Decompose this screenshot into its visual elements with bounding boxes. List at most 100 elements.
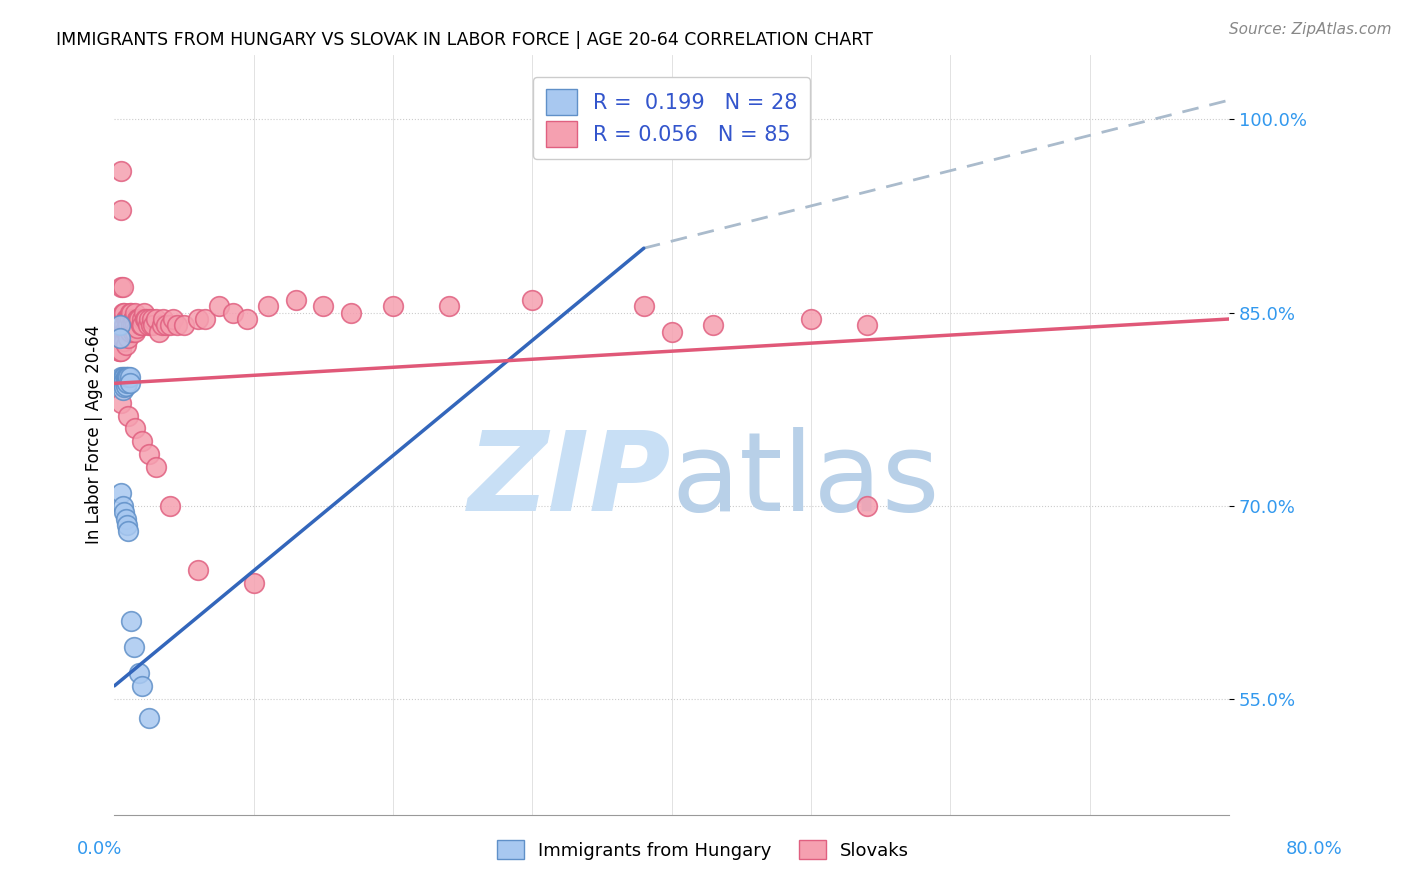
Point bbox=[110, 164, 132, 178]
Point bbox=[135, 312, 157, 326]
Point bbox=[111, 370, 134, 384]
Point bbox=[107, 344, 129, 359]
Point bbox=[115, 518, 138, 533]
Point bbox=[115, 376, 138, 391]
Point bbox=[114, 337, 136, 351]
Point bbox=[110, 280, 132, 294]
Point bbox=[115, 370, 138, 384]
Point bbox=[242, 575, 264, 590]
Point bbox=[114, 379, 136, 393]
Point bbox=[125, 321, 148, 335]
Point bbox=[166, 318, 188, 333]
Point bbox=[110, 344, 132, 359]
Text: ZIP: ZIP bbox=[468, 427, 672, 534]
Point bbox=[236, 312, 259, 326]
Point bbox=[855, 318, 877, 333]
Point bbox=[124, 325, 146, 339]
Point bbox=[222, 305, 245, 319]
Point bbox=[340, 305, 363, 319]
Point bbox=[150, 318, 173, 333]
Point bbox=[117, 524, 139, 539]
Point bbox=[145, 312, 167, 326]
Point bbox=[114, 325, 136, 339]
Point bbox=[118, 325, 141, 339]
Point bbox=[132, 305, 155, 319]
Point bbox=[117, 331, 139, 345]
Point bbox=[108, 318, 131, 333]
Point bbox=[111, 376, 134, 391]
Point bbox=[117, 318, 139, 333]
Point bbox=[110, 202, 132, 217]
Point bbox=[284, 293, 307, 307]
Point bbox=[187, 563, 209, 577]
Point bbox=[114, 511, 136, 525]
Point bbox=[125, 312, 148, 326]
Point bbox=[112, 370, 135, 384]
Point bbox=[855, 499, 877, 513]
Point bbox=[194, 312, 217, 326]
Point bbox=[112, 380, 135, 394]
Point bbox=[121, 312, 143, 326]
Point bbox=[111, 325, 134, 339]
Point bbox=[121, 325, 143, 339]
Point bbox=[118, 312, 141, 326]
Point bbox=[661, 325, 683, 339]
Point bbox=[112, 318, 135, 333]
Point bbox=[108, 331, 131, 345]
Point bbox=[124, 421, 146, 435]
Point bbox=[131, 679, 153, 693]
Point bbox=[112, 374, 135, 388]
Point bbox=[187, 312, 209, 326]
Point bbox=[702, 318, 724, 333]
Point bbox=[382, 299, 405, 313]
Point bbox=[111, 383, 134, 397]
Legend: R =  0.199   N = 28, R = 0.056   N = 85: R = 0.199 N = 28, R = 0.056 N = 85 bbox=[533, 77, 810, 159]
Point bbox=[152, 312, 174, 326]
Text: 80.0%: 80.0% bbox=[1286, 840, 1343, 858]
Point bbox=[128, 665, 150, 680]
Point bbox=[112, 505, 135, 519]
Point bbox=[112, 325, 135, 339]
Point bbox=[118, 370, 141, 384]
Point bbox=[131, 434, 153, 449]
Point bbox=[110, 485, 132, 500]
Point bbox=[129, 318, 152, 333]
Point bbox=[110, 395, 132, 409]
Point bbox=[138, 312, 160, 326]
Point bbox=[110, 370, 132, 384]
Point bbox=[155, 318, 177, 333]
Point bbox=[115, 325, 138, 339]
Point bbox=[117, 409, 139, 423]
Point bbox=[633, 299, 655, 313]
Point bbox=[141, 312, 163, 326]
Point bbox=[128, 312, 150, 326]
Point bbox=[108, 344, 131, 359]
Point bbox=[159, 499, 181, 513]
Point bbox=[139, 318, 162, 333]
Point bbox=[162, 312, 184, 326]
Point bbox=[159, 318, 181, 333]
Point bbox=[111, 499, 134, 513]
Point bbox=[118, 376, 141, 391]
Point bbox=[312, 299, 335, 313]
Point bbox=[108, 331, 131, 345]
Point bbox=[138, 711, 160, 725]
Point bbox=[111, 305, 134, 319]
Point bbox=[437, 299, 460, 313]
Text: IMMIGRANTS FROM HUNGARY VS SLOVAK IN LABOR FORCE | AGE 20-64 CORRELATION CHART: IMMIGRANTS FROM HUNGARY VS SLOVAK IN LAB… bbox=[56, 31, 873, 49]
Point bbox=[115, 312, 138, 326]
Point bbox=[124, 305, 146, 319]
Point bbox=[131, 312, 153, 326]
Point bbox=[138, 447, 160, 461]
Point bbox=[120, 305, 142, 319]
Point bbox=[131, 318, 153, 333]
Point bbox=[120, 615, 142, 629]
Point bbox=[112, 305, 135, 319]
Text: atlas: atlas bbox=[672, 427, 941, 534]
Point bbox=[118, 305, 141, 319]
Point bbox=[124, 318, 146, 333]
Point bbox=[112, 334, 135, 348]
Point bbox=[127, 312, 149, 326]
Point bbox=[136, 318, 159, 333]
Point bbox=[800, 312, 823, 326]
